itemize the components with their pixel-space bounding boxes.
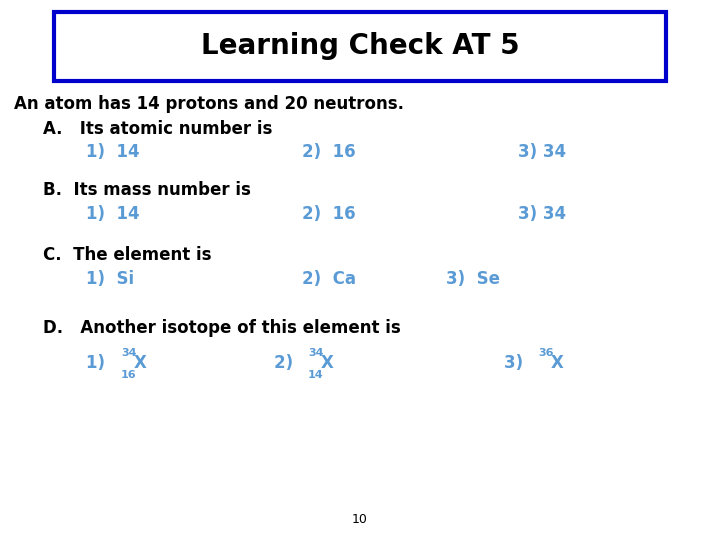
Text: 1)  Si: 1) Si [86,269,135,288]
Text: 10: 10 [352,513,368,526]
Text: 2)  16: 2) 16 [302,143,356,161]
Text: An atom has 14 protons and 20 neutrons.: An atom has 14 protons and 20 neutrons. [14,94,405,113]
Text: B.  Its mass number is: B. Its mass number is [43,181,251,199]
Text: 16: 16 [121,370,137,380]
Text: 36: 36 [539,348,554,358]
Text: 14: 14 [308,370,324,380]
Text: 34: 34 [121,348,137,358]
Text: Learning Check AT 5: Learning Check AT 5 [201,32,519,60]
Text: 1)  14: 1) 14 [86,205,140,223]
Text: 3): 3) [504,354,529,372]
Text: X: X [551,354,564,372]
Text: 3) 34: 3) 34 [518,143,567,161]
Text: 1)  14: 1) 14 [86,143,140,161]
Text: X: X [133,354,146,372]
Text: A.   Its atomic number is: A. Its atomic number is [43,119,273,138]
FancyBboxPatch shape [54,12,666,81]
Text: D.   Another isotope of this element is: D. Another isotope of this element is [43,319,401,338]
Text: X: X [320,354,333,372]
Text: 34: 34 [308,348,324,358]
Text: C.  The element is: C. The element is [43,246,212,264]
Text: 2): 2) [274,354,299,372]
Text: 3)  Se: 3) Se [446,269,500,288]
Text: 2)  Ca: 2) Ca [302,269,356,288]
Text: 3) 34: 3) 34 [518,205,567,223]
Text: 1): 1) [86,354,111,372]
Text: 2)  16: 2) 16 [302,205,356,223]
